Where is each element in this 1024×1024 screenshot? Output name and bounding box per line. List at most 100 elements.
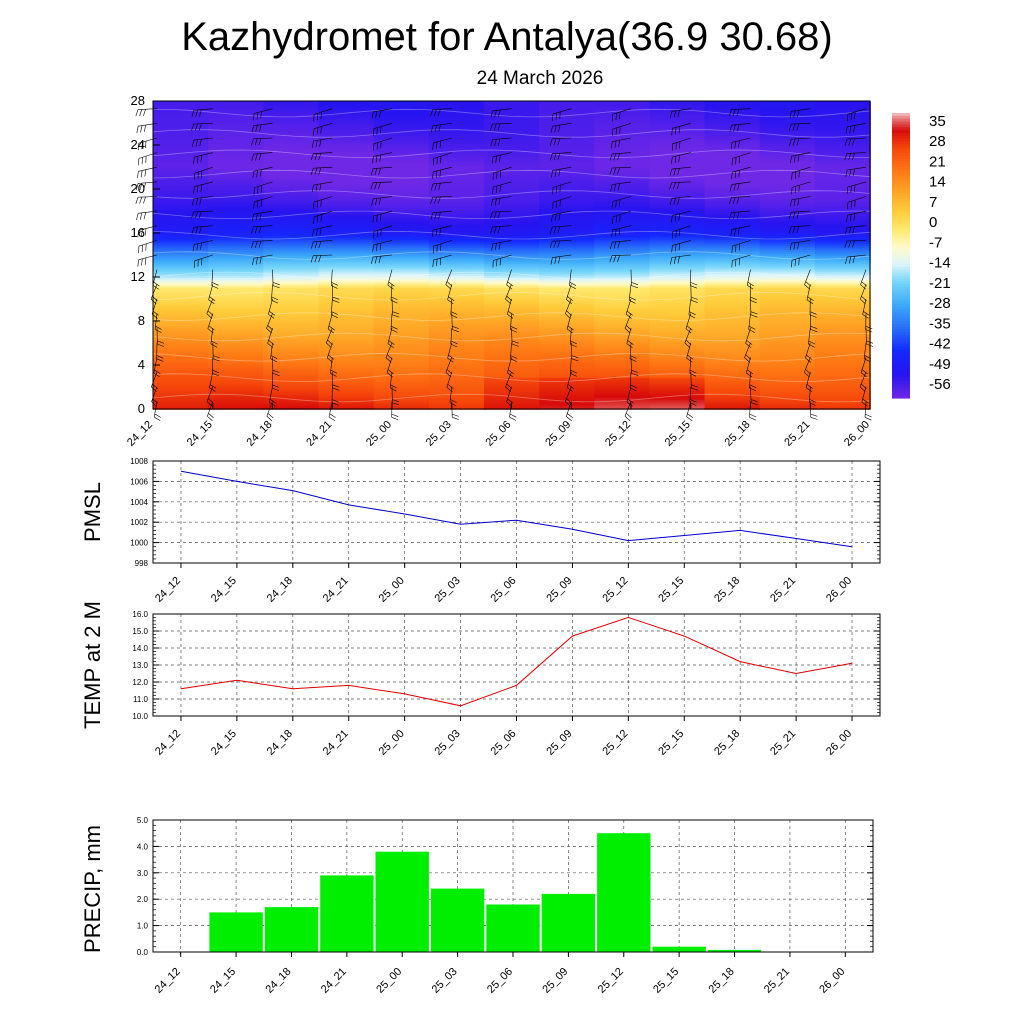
x-tick-label: 25_18	[723, 419, 753, 449]
wind-barb-feather	[571, 358, 579, 362]
heatmap-cell	[649, 303, 706, 306]
heatmap-cell	[704, 397, 761, 400]
heatmap-cell	[318, 229, 375, 232]
wind-barb-feather	[327, 357, 333, 363]
heatmap-cell	[428, 221, 485, 224]
heatmap-cell	[428, 271, 485, 274]
wind-barb-feather	[789, 243, 792, 251]
wind-barb-feather	[390, 384, 397, 389]
heatmap-cell	[263, 223, 320, 226]
wind-barb	[672, 210, 691, 216]
wind-barb-feather	[861, 401, 868, 407]
heatmap-cell	[208, 303, 265, 306]
heatmap-cell	[759, 241, 816, 244]
wind-barb-feather	[328, 325, 335, 331]
heatmap-cell	[263, 169, 320, 172]
colorbar-label: -35	[929, 315, 951, 332]
heatmap-cell	[153, 117, 209, 120]
heatmap-cell	[704, 371, 761, 374]
wind-barb-feather	[615, 127, 617, 135]
heatmap-cell	[649, 319, 706, 322]
heatmap-cell	[428, 321, 485, 324]
x-tick-label: 25_09	[544, 575, 574, 605]
heatmap-cell	[208, 343, 265, 346]
wind-barb-feather	[570, 373, 577, 377]
heatmap-cell	[208, 283, 265, 286]
wind-barb-feather	[853, 125, 856, 133]
heatmap-cell	[263, 121, 320, 124]
heatmap-cell	[649, 349, 706, 352]
heatmap-cell	[373, 257, 430, 260]
heatmap-cell	[814, 165, 871, 168]
heatmap-cell	[759, 399, 816, 402]
heatmap-cell	[208, 149, 265, 152]
heatmap-cell	[539, 393, 596, 396]
heatmap-cell	[208, 167, 265, 170]
heatmap-cell	[704, 109, 761, 112]
wind-barb-feather	[731, 260, 733, 268]
heatmap-cell	[208, 125, 265, 128]
wind-barb-feather	[143, 182, 146, 190]
wind-barb-feather	[392, 402, 400, 406]
heatmap-cell	[153, 327, 209, 330]
heatmap-cell	[649, 337, 706, 340]
wind-barb	[804, 357, 811, 373]
x-tick-label: 25_15	[656, 728, 686, 758]
heatmap-cell	[814, 129, 871, 132]
heatmap-cell	[814, 225, 871, 228]
heatmap-cell	[208, 139, 265, 142]
heatmap-cell	[208, 165, 265, 168]
y-tick-label: 998	[135, 559, 149, 568]
wind-barb-feather	[268, 340, 275, 345]
heatmap-cell	[153, 271, 209, 274]
heatmap-cell	[759, 297, 816, 300]
wind-barb-feather	[790, 156, 792, 164]
heatmap-cell	[594, 295, 651, 298]
heatmap-cell	[539, 191, 596, 194]
heatmap-cell	[428, 369, 485, 372]
wind-barbs	[135, 108, 874, 422]
wind-barb-feather	[269, 398, 276, 404]
wind-barb	[373, 108, 393, 113]
heatmap-cell	[594, 127, 651, 130]
wind-barb-feather	[332, 300, 340, 303]
wind-barb	[863, 342, 867, 359]
wind-barb-feather	[448, 296, 455, 301]
colorbar-cell	[892, 301, 910, 305]
colorbar-cell	[892, 323, 910, 328]
heatmap-cell	[483, 111, 540, 114]
heatmap-cell	[594, 303, 651, 306]
heatmap-cell	[373, 363, 430, 366]
heatmap-cell	[318, 137, 375, 140]
heatmap-cell	[208, 211, 265, 214]
heatmap-cell	[318, 285, 375, 288]
heatmap-cell	[594, 335, 651, 338]
wind-barb-feather	[669, 169, 673, 176]
heatmap-cell	[814, 247, 871, 250]
heatmap-cell	[539, 347, 596, 350]
y-tick-label: 5.0	[137, 816, 149, 825]
heatmap-cell	[483, 357, 540, 360]
heatmap-cell	[814, 175, 871, 178]
colorbar-cell	[892, 127, 910, 131]
heatmap-cell	[704, 329, 761, 332]
wind-barb-feather	[252, 214, 254, 222]
heatmap-cell	[594, 203, 651, 206]
heatmap-cell	[704, 349, 761, 352]
y-tick-label: 20	[131, 181, 145, 196]
heatmap-cell	[594, 277, 651, 280]
heatmap-cell	[483, 155, 540, 158]
heatmap-cell	[759, 201, 816, 204]
heatmap-cell	[649, 323, 706, 326]
heatmap-cell	[704, 195, 761, 198]
heatmap-cell	[594, 105, 651, 108]
heatmap-cell	[208, 397, 265, 400]
wind-barb-feather	[445, 372, 452, 378]
heatmap-cell	[208, 221, 265, 224]
heatmap-cell	[594, 261, 651, 264]
heatmap-cell	[649, 309, 706, 312]
heatmap-cell	[318, 147, 375, 150]
heatmap-cell	[263, 179, 320, 182]
wind-barb-feather	[316, 127, 318, 135]
heatmap-cell	[153, 277, 209, 280]
